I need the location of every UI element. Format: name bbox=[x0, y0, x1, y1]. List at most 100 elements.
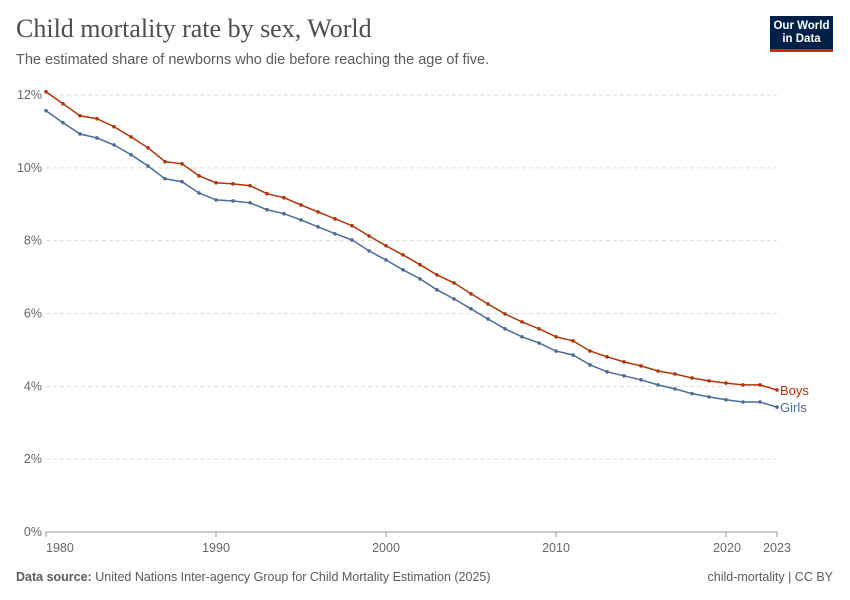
data-point-girls bbox=[503, 326, 507, 331]
data-point-boys bbox=[571, 339, 575, 343]
data-point-girls bbox=[401, 268, 405, 272]
x-tick-label: 2010 bbox=[542, 541, 570, 555]
data-point-boys bbox=[435, 273, 439, 277]
data-point-boys bbox=[690, 376, 694, 380]
chart-subtitle: The estimated share of newborns who die … bbox=[16, 52, 490, 68]
y-tick-label: 10% bbox=[17, 161, 42, 175]
data-point-girls bbox=[690, 391, 694, 396]
data-point-girls bbox=[707, 395, 711, 399]
x-tick-label: 2000 bbox=[372, 541, 400, 555]
data-point-boys bbox=[112, 124, 116, 129]
data-point-boys bbox=[333, 217, 337, 221]
data-point-girls bbox=[44, 108, 48, 113]
data-point-girls bbox=[605, 369, 609, 374]
data-point-girls bbox=[112, 143, 116, 147]
data-point-girls bbox=[282, 211, 286, 216]
data-point-girls bbox=[146, 164, 150, 168]
data-point-boys bbox=[673, 372, 677, 376]
legend-label-girls: Girls bbox=[780, 400, 807, 415]
owid-logo[interactable]: Our World in Data bbox=[770, 16, 833, 52]
data-point-boys bbox=[44, 89, 48, 94]
data-point-girls bbox=[418, 277, 422, 281]
data-point-girls bbox=[588, 363, 592, 367]
data-point-girls bbox=[248, 200, 252, 205]
data-point-boys bbox=[384, 243, 388, 248]
data-point-girls bbox=[129, 152, 133, 157]
chart-slug-license[interactable]: child-mortality | CC BY bbox=[707, 570, 834, 584]
data-point-girls bbox=[520, 335, 524, 339]
x-tick-label: 1990 bbox=[202, 541, 230, 555]
data-point-boys bbox=[61, 101, 65, 106]
data-point-boys bbox=[214, 180, 218, 185]
data-point-boys bbox=[724, 381, 728, 385]
data-point-girls bbox=[537, 341, 541, 345]
data-point-girls bbox=[231, 199, 235, 203]
data-point-boys bbox=[248, 183, 252, 188]
data-point-boys bbox=[588, 349, 592, 353]
data-point-boys bbox=[95, 116, 99, 121]
data-source: Data source: United Nations Inter-agency… bbox=[16, 570, 491, 584]
data-point-boys bbox=[707, 379, 711, 383]
chart-title: Child mortality rate by sex, World bbox=[16, 14, 372, 43]
data-point-girls bbox=[758, 400, 762, 404]
data-point-girls bbox=[724, 398, 728, 402]
data-point-boys bbox=[129, 135, 133, 139]
data-point-girls bbox=[554, 349, 558, 353]
data-point-boys bbox=[78, 113, 82, 118]
data-point-girls bbox=[656, 383, 660, 387]
data-point-girls bbox=[299, 218, 303, 222]
data-point-boys bbox=[350, 223, 354, 228]
data-point-girls bbox=[61, 120, 65, 125]
data-point-boys bbox=[282, 195, 286, 200]
data-point-boys bbox=[639, 364, 643, 368]
data-point-boys bbox=[231, 182, 235, 186]
data-point-girls bbox=[469, 306, 473, 311]
data-point-girls bbox=[741, 400, 745, 404]
data-point-boys bbox=[146, 146, 150, 150]
x-tick-label: 1980 bbox=[46, 541, 74, 555]
y-tick-label: 6% bbox=[24, 307, 42, 321]
data-point-girls bbox=[333, 231, 337, 236]
data-point-girls bbox=[384, 258, 388, 262]
data-point-boys bbox=[163, 159, 167, 164]
data-point-boys bbox=[605, 355, 609, 359]
x-tick-label: 2020 bbox=[713, 541, 741, 555]
y-tick-label: 2% bbox=[24, 452, 42, 466]
data-point-girls bbox=[639, 377, 643, 382]
data-point-boys bbox=[503, 312, 507, 316]
data-point-boys bbox=[265, 191, 269, 196]
data-point-boys bbox=[775, 388, 779, 392]
data-point-boys bbox=[418, 262, 422, 267]
data-point-boys bbox=[401, 253, 405, 257]
data-point-girls bbox=[435, 288, 439, 292]
data-point-girls bbox=[486, 317, 490, 321]
y-tick-label: 8% bbox=[24, 234, 42, 248]
legend-label-boys: Boys bbox=[780, 383, 809, 398]
data-point-girls bbox=[95, 136, 99, 140]
data-point-boys bbox=[452, 281, 456, 285]
source-link[interactable]: United Nations Inter-agency Group for Ch… bbox=[95, 570, 491, 584]
data-point-boys bbox=[622, 360, 626, 364]
data-point-girls bbox=[265, 207, 269, 212]
data-point-girls bbox=[214, 198, 218, 202]
data-point-boys bbox=[520, 320, 524, 324]
x-tick-label: 2023 bbox=[763, 541, 791, 555]
data-point-boys bbox=[197, 174, 201, 178]
data-point-girls bbox=[622, 373, 626, 378]
data-point-boys bbox=[656, 369, 660, 373]
data-point-girls bbox=[452, 297, 456, 301]
data-point-girls bbox=[775, 405, 779, 409]
data-point-boys bbox=[486, 302, 490, 306]
data-point-boys bbox=[537, 326, 541, 331]
data-point-boys bbox=[180, 162, 184, 166]
data-point-boys bbox=[554, 335, 558, 339]
data-point-girls bbox=[78, 132, 82, 136]
series-line-boys bbox=[45, 91, 778, 391]
data-point-boys bbox=[741, 383, 745, 387]
data-point-girls bbox=[673, 387, 677, 391]
data-point-girls bbox=[180, 179, 184, 184]
data-point-girls bbox=[571, 353, 575, 357]
data-point-boys bbox=[367, 234, 371, 238]
y-tick-label: 12% bbox=[17, 88, 42, 102]
